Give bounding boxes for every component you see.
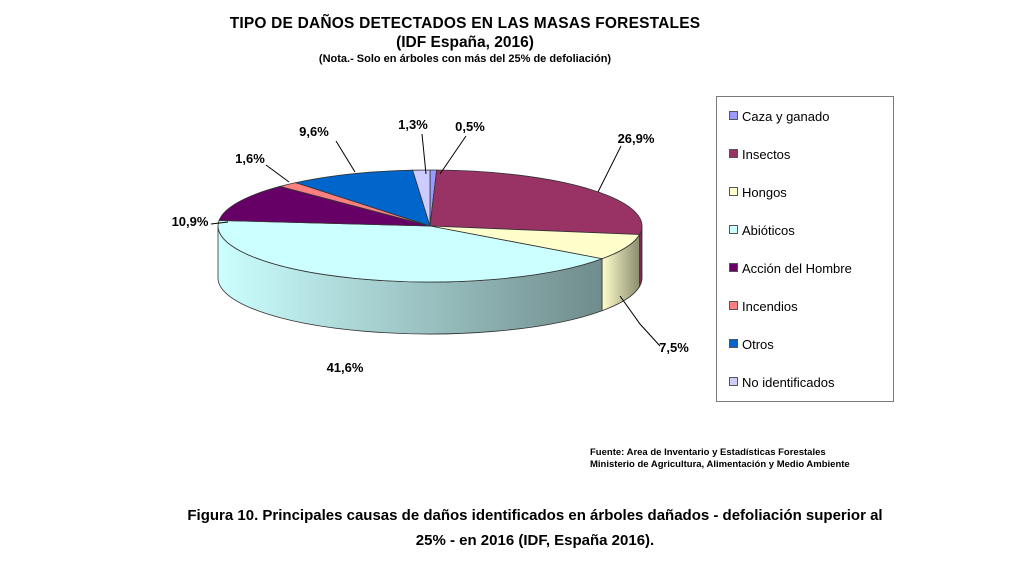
- pie-slice-no-identificados: [412, 169, 431, 227]
- chart-title-block: TIPO DE DAÑOS DETECTADOS EN LAS MASAS FO…: [150, 14, 780, 67]
- legend-swatch: [729, 187, 738, 196]
- pie-sides: [217, 225, 643, 335]
- leader-line-accion-del-hombre: [210, 221, 229, 225]
- leader-line-no-identificados: [421, 133, 427, 175]
- source-line-1: Fuente: Area de Inventario y Estadística…: [590, 447, 826, 458]
- legend-label: Incendios: [742, 299, 798, 314]
- pie-slice-accion-del-hombre: [218, 186, 431, 227]
- legend-item-insectos: Insectos: [729, 147, 790, 163]
- legend-swatch: [729, 339, 738, 348]
- legend-item-no-identificados: No identificados: [729, 375, 835, 391]
- caption-line-1: Figura 10. Principales causas de daños i…: [187, 507, 883, 524]
- pie-slice-insectos: [429, 169, 643, 235]
- chart-subtitle: (IDF España, 2016): [396, 34, 534, 51]
- legend-label: No identificados: [742, 375, 835, 390]
- leader-line-caza-y-ganado: [439, 135, 467, 175]
- data-label-incendios: 1,6%: [235, 151, 265, 166]
- data-label-caza-y-ganado: 0,5%: [455, 119, 485, 134]
- legend-label: Otros: [742, 337, 774, 352]
- data-label-hongos: 7,5%: [659, 340, 689, 355]
- caption-line-2: 25% - en 2016 (IDF, España 2016).: [415, 532, 655, 549]
- legend-item-abioticos: Abióticos: [729, 223, 795, 239]
- leader-line-insectos: [597, 145, 622, 193]
- data-label-insectos: 26,9%: [618, 131, 655, 146]
- source-line-2: Ministerio de Agricultura, Alimentación …: [590, 459, 850, 470]
- legend-swatch: [729, 111, 738, 120]
- legend-swatch: [729, 263, 738, 272]
- chart-title: TIPO DE DAÑOS DETECTADOS EN LAS MASAS FO…: [229, 15, 701, 32]
- legend-swatch: [729, 377, 738, 386]
- data-label-abioticos: 41,6%: [327, 360, 364, 375]
- data-label-otros: 9,6%: [299, 124, 329, 139]
- legend-label: Abióticos: [742, 223, 795, 238]
- legend-item-accion-del-hombre: Acción del Hombre: [729, 261, 852, 277]
- legend-swatch: [729, 301, 738, 310]
- legend-label: Insectos: [742, 147, 791, 162]
- source-note: Fuente: Area de Inventario y Estadística…: [590, 447, 850, 471]
- data-labels: 0,5% 26,9% 7,5% 41,6% 10,9% 1,6% 9,6% 1,3%: [172, 117, 690, 375]
- leader-line-hongos: [619, 295, 661, 347]
- pie-top: [217, 169, 643, 283]
- legend-item-otros: Otros: [729, 337, 774, 353]
- pie-slice-hongos: [429, 225, 641, 260]
- legend-item-caza-y-ganado: Caza y ganado: [729, 109, 829, 125]
- pie-slice-otros: [294, 169, 431, 227]
- leader-line-incendios: [265, 164, 290, 183]
- legend-item-incendios: Incendios: [729, 299, 798, 315]
- legend-item-hongos: Hongos: [729, 185, 787, 201]
- legend-label: Acción del Hombre: [742, 261, 852, 276]
- legend-label: Caza y ganado: [742, 109, 830, 124]
- data-label-no-identificados: 1,3%: [398, 117, 428, 132]
- figure-caption: Figura 10. Principales causas de daños i…: [120, 503, 950, 553]
- legend-swatch: [729, 149, 738, 158]
- legend-label: Hongos: [742, 185, 787, 200]
- chart-note: (Nota.- Solo en árboles con más del 25% …: [318, 53, 612, 65]
- leader-line-otros: [335, 140, 356, 173]
- pie-slice-abioticos: [217, 220, 604, 283]
- legend-swatch: [729, 225, 738, 234]
- chart-legend: Caza y ganado Insectos Hongos Abióticos Acci…: [716, 96, 894, 402]
- data-label-accion-del-hombre: 10,9%: [172, 214, 209, 229]
